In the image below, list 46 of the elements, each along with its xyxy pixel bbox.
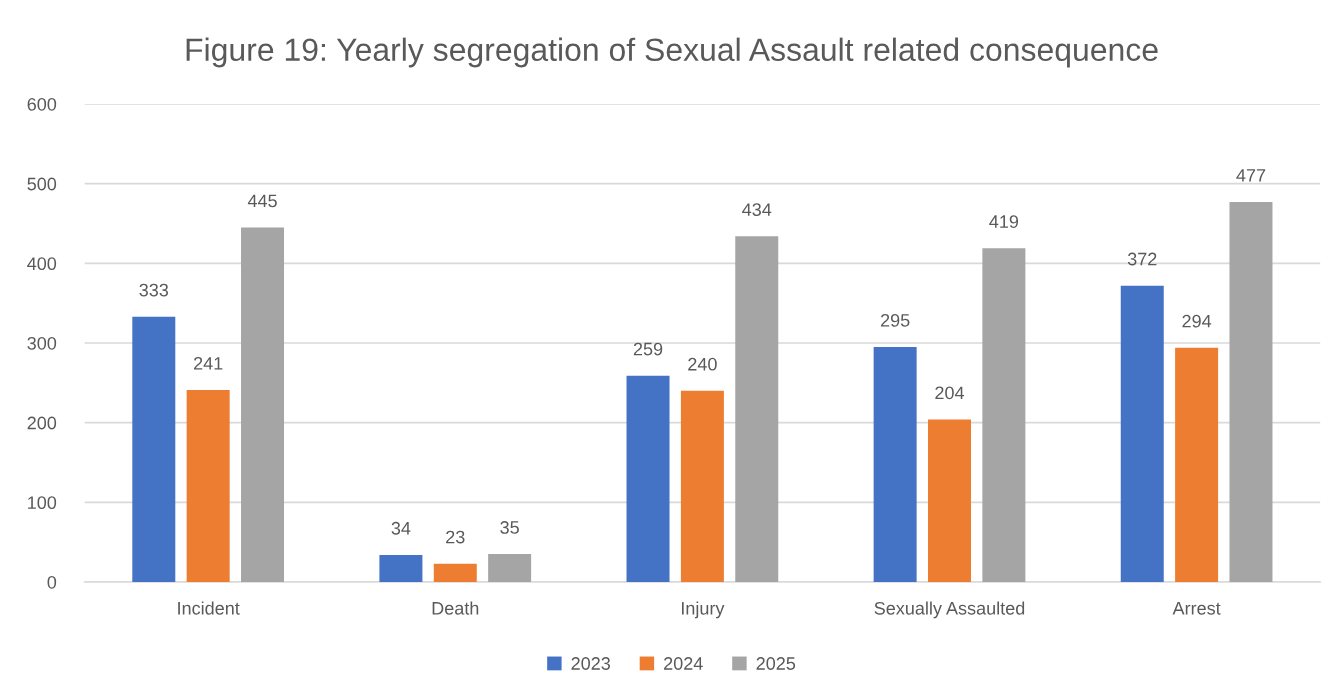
- bar: [982, 248, 1026, 582]
- bar: [680, 390, 724, 582]
- data-label: 445: [247, 194, 277, 208]
- x-tick-label: Incident: [178, 601, 240, 615]
- y-tick-label: 300: [27, 336, 57, 350]
- bar: [1120, 285, 1164, 582]
- x-tick-label: Arrest: [1172, 602, 1221, 615]
- bar: [241, 227, 285, 582]
- data-label: 240: [688, 357, 717, 371]
- data-label: 259: [633, 342, 663, 356]
- x-tick-label: Death: [432, 601, 479, 615]
- data-label: 434: [742, 203, 772, 217]
- bar: [1229, 202, 1273, 582]
- bar: [735, 236, 779, 582]
- legend-label: 2023: [571, 657, 610, 670]
- data-label: 34: [391, 521, 411, 535]
- data-label: 294: [1182, 314, 1212, 328]
- bar: [132, 316, 176, 582]
- y-tick-label: 600: [27, 97, 57, 111]
- bar: [186, 390, 230, 582]
- y-tick-label: 500: [27, 177, 57, 191]
- data-label: 241: [194, 356, 223, 370]
- bar: [626, 375, 670, 582]
- x-tick-label: Injury: [681, 601, 725, 619]
- bar: [1175, 347, 1219, 582]
- data-label: 419: [989, 215, 1019, 228]
- bar: [433, 563, 477, 582]
- bar: [928, 419, 971, 582]
- data-label: 295: [880, 313, 910, 327]
- data-label: 372: [1127, 252, 1157, 266]
- data-label: 204: [935, 386, 965, 400]
- bar: [488, 554, 532, 582]
- bar: [873, 346, 917, 582]
- y-tick-label: 0: [47, 575, 57, 589]
- data-label: 35: [500, 521, 519, 534]
- chart-title: Figure 19: Yearly segregation of Sexual Assault related consequence: [186, 37, 1158, 68]
- y-tick-label: 200: [27, 416, 57, 430]
- data-label: 477: [1236, 169, 1266, 182]
- bar: [379, 554, 423, 582]
- legend-label: 2025: [756, 657, 796, 670]
- data-label: 333: [139, 283, 169, 297]
- y-tick-label: 100: [28, 496, 57, 510]
- legend-label: 2024: [664, 657, 703, 670]
- data-label: 23: [446, 530, 465, 544]
- y-tick-label: 400: [27, 257, 57, 271]
- x-tick-label: Sexually Assaulted: [874, 601, 1025, 619]
